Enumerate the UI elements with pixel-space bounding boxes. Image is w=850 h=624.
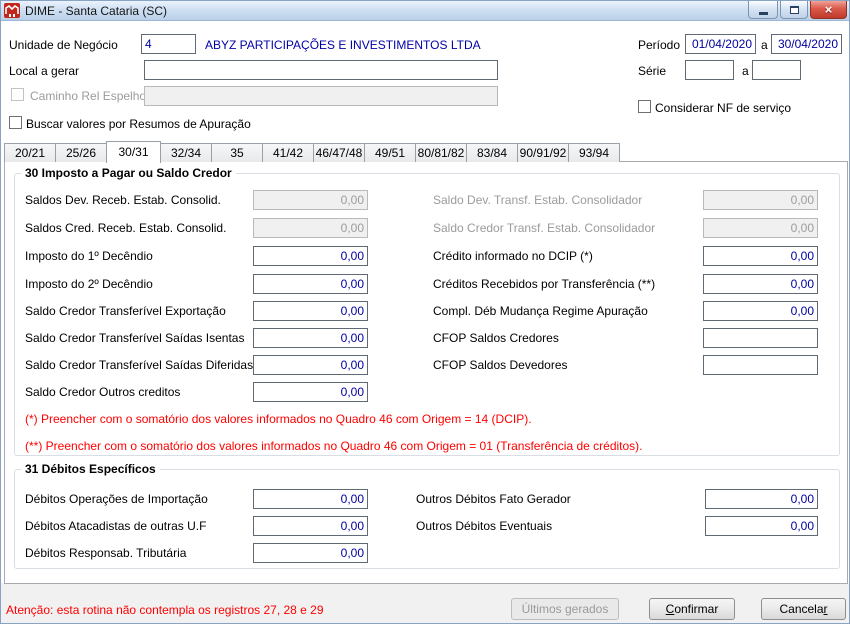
group-31-debitos: 31 Débitos Específicos Débitos Operações… bbox=[14, 462, 840, 569]
debitos-responsab-input[interactable] bbox=[253, 543, 368, 563]
considerar-nf-checkbox[interactable] bbox=[638, 100, 651, 113]
caminho-rel-espelho-label: Caminho Rel Espelho bbox=[30, 89, 147, 103]
tab-32-34[interactable]: 32/34 bbox=[160, 143, 212, 162]
credito-dcip-label: Crédito informado no DCIP (*) bbox=[433, 249, 593, 263]
ultimos-gerados-button: Últimos gerados bbox=[511, 598, 619, 620]
debitos-importacao-label: Débitos Operações de Importação bbox=[25, 492, 208, 506]
local-gerar-input[interactable] bbox=[144, 60, 498, 80]
maximize-icon bbox=[789, 5, 799, 14]
cfop-devedores-label: CFOP Saldos Devedores bbox=[433, 358, 568, 372]
app-icon bbox=[4, 3, 20, 18]
outros-debitos-eventuais-label: Outros Débitos Eventuais bbox=[416, 519, 553, 533]
debitos-atacadistas-label: Débitos Atacadistas de outras U.F bbox=[25, 519, 207, 533]
tab-20-21[interactable]: 20/21 bbox=[4, 143, 56, 162]
imposto-2-decendio-label: Imposto do 2º Decêndio bbox=[25, 277, 153, 291]
group-30-title: 30 Imposto a Pagar ou Saldo Credor bbox=[21, 166, 236, 180]
saldo-credor-isentas-input[interactable] bbox=[253, 328, 368, 348]
buscar-valores-checkbox[interactable] bbox=[9, 116, 22, 129]
creditos-recebidos-label: Créditos Recebidos por Transferência (**… bbox=[433, 277, 656, 291]
saldo-credor-isentas-label: Saldo Credor Transferível Saídas Isentas bbox=[25, 331, 245, 345]
tab-35[interactable]: 35 bbox=[211, 143, 263, 162]
maximize-button[interactable] bbox=[780, 1, 808, 19]
periodo-ate-input[interactable] bbox=[771, 34, 842, 54]
saldo-credor-transf-input bbox=[703, 218, 818, 238]
unidade-negocio-label: Unidade de Negócio bbox=[9, 38, 118, 52]
imposto-1-decendio-input[interactable] bbox=[253, 246, 368, 266]
saldo-credor-exportacao-input[interactable] bbox=[253, 301, 368, 321]
outros-debitos-eventuais-input[interactable] bbox=[705, 516, 818, 536]
confirmar-button[interactable]: Confirmar bbox=[649, 598, 735, 620]
saldo-credor-diferidas-input[interactable] bbox=[253, 355, 368, 375]
saldo-dev-transf-input bbox=[703, 190, 818, 210]
tab-93-94[interactable]: 93/94 bbox=[568, 143, 620, 162]
unidade-negocio-input[interactable] bbox=[141, 34, 196, 54]
group-31-title: 31 Débitos Específicos bbox=[21, 462, 160, 476]
saldo-credor-outros-input[interactable] bbox=[253, 382, 368, 402]
compl-deb-mudanca-label: Compl. Déb Mudança Regime Apuração bbox=[433, 304, 648, 318]
saldo-dev-transf-label: Saldo Dev. Transf. Estab. Consolidador bbox=[433, 193, 643, 207]
credito-dcip-input[interactable] bbox=[703, 246, 818, 266]
group-30-imposto: 30 Imposto a Pagar ou Saldo Credor Saldo… bbox=[14, 166, 840, 456]
attention-warning-text: Atenção: esta rotina não contempla os re… bbox=[6, 603, 324, 617]
debitos-importacao-input[interactable] bbox=[253, 489, 368, 509]
serie-label: Série bbox=[638, 64, 667, 78]
saldos-cred-receb-label: Saldos Cred. Receb. Estab. Consolid. bbox=[25, 221, 227, 235]
periodo-separator: a bbox=[761, 38, 768, 52]
footnote-transferencia: (**) Preencher com o somatório dos valor… bbox=[25, 439, 643, 453]
tab-90-91-92[interactable]: 90/91/92 bbox=[517, 143, 569, 162]
imposto-1-decendio-label: Imposto do 1º Decêndio bbox=[25, 249, 153, 263]
caminho-rel-espelho-checkbox[interactable] bbox=[11, 88, 24, 101]
empresa-nome-text: ABYZ PARTICIPAÇÕES E INVESTIMENTOS LTDA bbox=[205, 38, 481, 52]
saldo-credor-diferidas-label: Saldo Credor Transferível Saídas Diferid… bbox=[25, 358, 254, 372]
creditos-recebidos-input[interactable] bbox=[703, 274, 818, 294]
caminho-rel-espelho-input bbox=[144, 86, 498, 106]
tab-25-26[interactable]: 25/26 bbox=[55, 143, 107, 162]
tab-panel-30-31: 30 Imposto a Pagar ou Saldo Credor Saldo… bbox=[4, 161, 848, 584]
footnote-dcip: (*) Preencher com o somatório dos valore… bbox=[25, 412, 532, 426]
saldos-dev-receb-label: Saldos Dev. Receb. Estab. Consolid. bbox=[25, 193, 221, 207]
serie-ate-input[interactable] bbox=[752, 60, 801, 80]
cfop-devedores-input[interactable] bbox=[703, 355, 818, 375]
serie-de-input[interactable] bbox=[685, 60, 734, 80]
cfop-credores-label: CFOP Saldos Credores bbox=[433, 331, 559, 345]
buscar-valores-label: Buscar valores por Resumos de Apuração bbox=[26, 117, 251, 131]
tab-30-31[interactable]: 30/31 bbox=[106, 141, 161, 163]
outros-debitos-fato-input[interactable] bbox=[705, 489, 818, 509]
close-button[interactable]: × bbox=[810, 1, 847, 19]
imposto-2-decendio-input[interactable] bbox=[253, 274, 368, 294]
tab-83-84[interactable]: 83/84 bbox=[466, 143, 518, 162]
periodo-label: Período bbox=[638, 38, 681, 52]
titlebar[interactable]: DIME - Santa Cataria (SC) × bbox=[1, 1, 849, 21]
saldos-dev-receb-input bbox=[253, 190, 368, 210]
compl-deb-mudanca-input[interactable] bbox=[703, 301, 818, 321]
window-title: DIME - Santa Cataria (SC) bbox=[25, 4, 168, 18]
tab-41-42[interactable]: 41/42 bbox=[262, 143, 314, 162]
saldos-cred-receb-input bbox=[253, 218, 368, 238]
outros-debitos-fato-label: Outros Débitos Fato Gerador bbox=[416, 492, 571, 506]
local-gerar-label: Local a gerar bbox=[9, 64, 80, 78]
close-icon: × bbox=[824, 2, 833, 17]
saldo-credor-exportacao-label: Saldo Credor Transferível Exportação bbox=[25, 304, 226, 318]
quadros-tab-bar: 20/21 25/26 30/31 32/34 35 41/42 46/47/4… bbox=[4, 140, 620, 163]
minimize-icon bbox=[758, 11, 768, 15]
tab-49-51[interactable]: 49/51 bbox=[364, 143, 416, 162]
debitos-responsab-label: Débitos Responsab. Tributária bbox=[25, 546, 187, 560]
tab-80-81-82[interactable]: 80/81/82 bbox=[415, 143, 467, 162]
serie-separator: a bbox=[742, 64, 749, 78]
debitos-atacadistas-input[interactable] bbox=[253, 516, 368, 536]
saldo-credor-outros-label: Saldo Credor Outros creditos bbox=[25, 385, 181, 399]
considerar-nf-label: Considerar NF de serviço bbox=[655, 101, 792, 115]
periodo-de-input[interactable] bbox=[685, 34, 756, 54]
saldo-credor-transf-label: Saldo Credor Transf. Estab. Consolidador bbox=[433, 221, 656, 235]
cfop-credores-input[interactable] bbox=[703, 328, 818, 348]
cancelar-button[interactable]: Cancelar bbox=[761, 598, 846, 620]
minimize-button[interactable] bbox=[748, 1, 778, 19]
tab-46-47-48[interactable]: 46/47/48 bbox=[313, 143, 365, 162]
